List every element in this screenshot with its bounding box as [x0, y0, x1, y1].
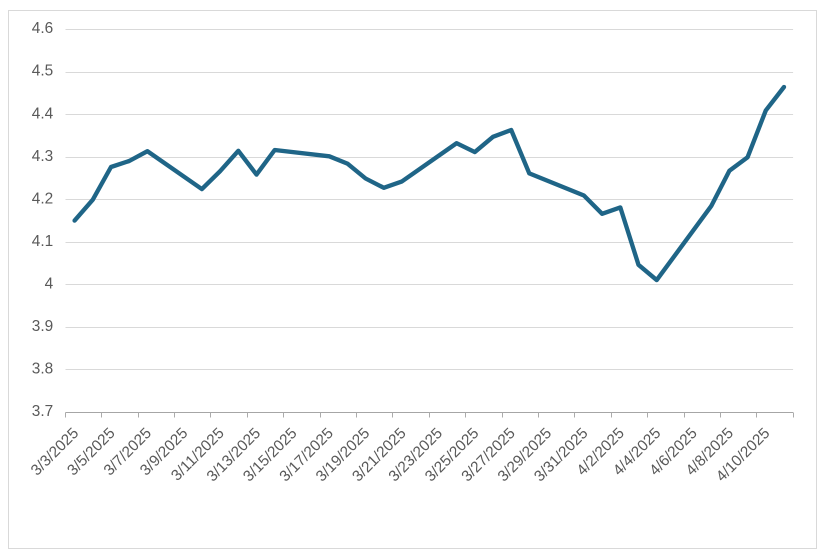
svg-text:4.4: 4.4: [32, 105, 54, 122]
svg-text:4.1: 4.1: [32, 233, 53, 250]
svg-text:3.7: 3.7: [32, 403, 53, 420]
svg-text:4: 4: [45, 275, 54, 292]
svg-text:4.2: 4.2: [32, 190, 53, 207]
svg-text:3.8: 3.8: [32, 360, 53, 377]
svg-text:4.3: 4.3: [32, 148, 53, 165]
svg-text:4.5: 4.5: [32, 63, 53, 80]
svg-text:3.9: 3.9: [32, 318, 53, 335]
svg-text:4.6: 4.6: [32, 20, 53, 37]
